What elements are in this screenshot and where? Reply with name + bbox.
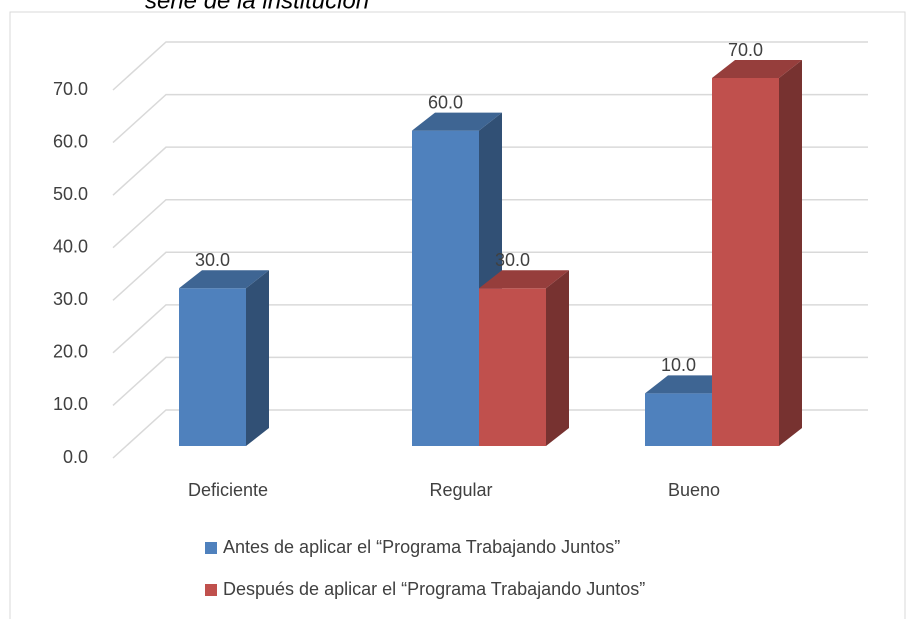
bar-front <box>645 393 712 446</box>
bar-side <box>546 270 569 446</box>
x-tick-label: Bueno <box>668 480 720 500</box>
grid-line <box>112 41 868 91</box>
grid-line <box>112 93 868 144</box>
bar-side <box>246 270 269 446</box>
data-label: 30.0 <box>495 250 530 270</box>
bar-front <box>712 78 779 446</box>
grid-line <box>112 198 868 249</box>
grid-line <box>112 304 868 354</box>
y-tick-label: 50.0 <box>53 184 88 204</box>
y-tick-label: 40.0 <box>53 236 88 256</box>
bar <box>479 270 569 446</box>
grid-line <box>112 251 868 301</box>
y-tick-label: 10.0 <box>53 394 88 414</box>
x-tick-label: Deficiente <box>188 480 268 500</box>
y-tick-label: 70.0 <box>53 79 88 99</box>
chart-border <box>9 11 906 619</box>
data-label: 10.0 <box>661 355 696 375</box>
data-label: 70.0 <box>728 40 763 60</box>
y-tick-label: 0.0 <box>63 447 88 467</box>
bar-top <box>412 112 502 131</box>
bar-top <box>179 270 269 289</box>
y-tick-label: 30.0 <box>53 289 88 309</box>
grid-line <box>112 356 868 406</box>
legend-label: Antes de aplicar el “Programa Trabajando… <box>223 537 620 557</box>
legend-swatch <box>205 542 217 554</box>
bar-top <box>712 60 802 78</box>
grid-line <box>112 146 868 196</box>
bar-front <box>179 288 246 446</box>
legend-label: Después de aplicar el “Programa Trabajan… <box>223 579 645 599</box>
bar-top <box>479 270 569 289</box>
bar-side <box>779 60 802 446</box>
y-tick-label: 20.0 <box>53 342 88 362</box>
chart-title: serie de la institución <box>145 0 369 14</box>
legend-swatch <box>205 584 217 596</box>
bar <box>712 60 802 446</box>
x-tick-label: Regular <box>429 480 492 500</box>
bar-front <box>479 288 546 446</box>
bar-front <box>412 130 479 447</box>
bar <box>179 270 269 446</box>
grid-line <box>112 409 868 459</box>
data-label: 60.0 <box>428 92 463 112</box>
y-tick-label: 60.0 <box>53 131 88 151</box>
data-label: 30.0 <box>195 250 230 270</box>
